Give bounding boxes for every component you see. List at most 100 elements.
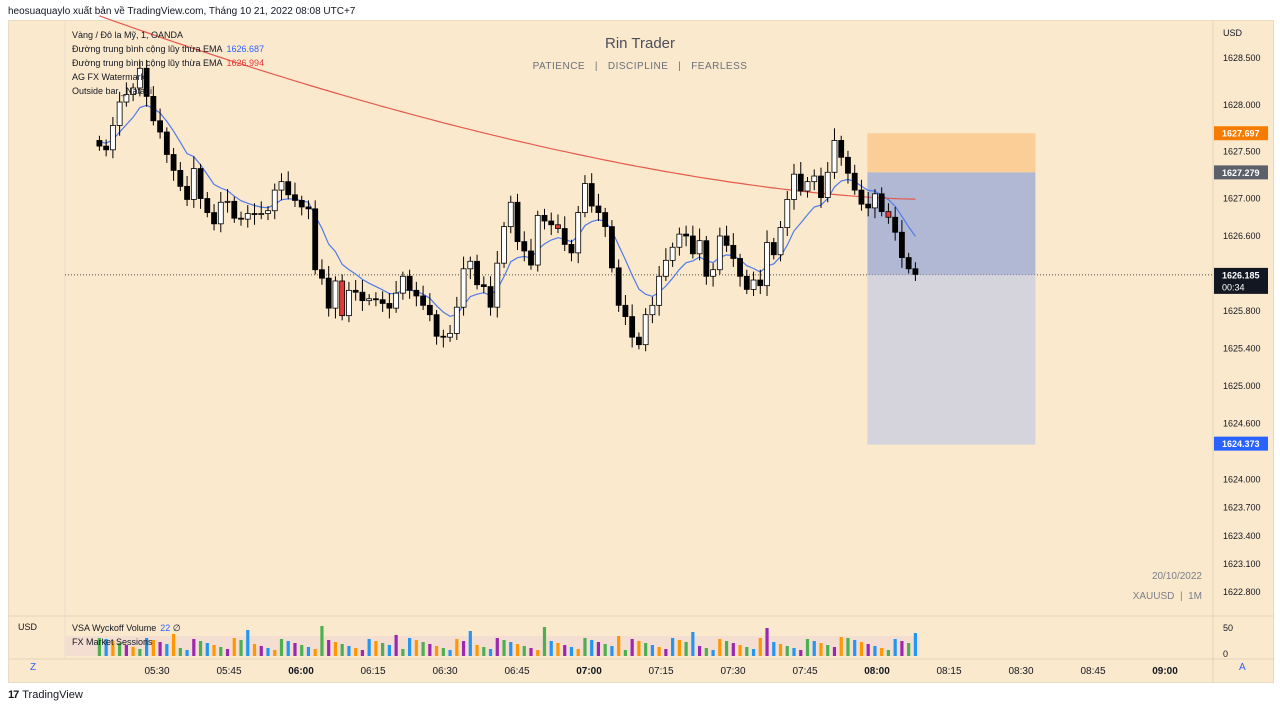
candle-body <box>379 299 386 304</box>
candle-body <box>912 268 919 275</box>
candle-body <box>878 193 885 213</box>
volume-bar <box>812 641 816 656</box>
volume-bar <box>536 650 540 656</box>
candle-body <box>130 87 137 95</box>
y-tick-label: 1622.800 <box>1223 587 1261 597</box>
volume-bar <box>246 630 250 656</box>
candle-body <box>851 172 858 191</box>
candle-body <box>514 201 521 243</box>
candle-body <box>420 295 427 306</box>
symbol-legend[interactable]: Vàng / Đô la Mỹ, 1, OANDA <box>72 30 184 40</box>
volume-bar <box>630 639 634 656</box>
footer: 17 TradingView <box>8 689 83 701</box>
volume-bar <box>697 646 702 656</box>
candle-body <box>251 213 258 215</box>
volume-bar <box>408 638 412 656</box>
candle-body <box>96 140 103 147</box>
candle-body <box>109 125 116 151</box>
volume-bar <box>475 645 479 656</box>
candle-body <box>467 260 474 270</box>
volume-bar <box>765 628 769 656</box>
volume-bar <box>340 644 344 656</box>
volume-bar <box>711 650 715 656</box>
last-price-text: 1626.185 <box>1222 270 1260 280</box>
volume-bar <box>583 638 587 656</box>
candle-body <box>609 226 615 269</box>
volume-bar <box>455 639 459 656</box>
profit-zone-remaining <box>867 274 1036 445</box>
volume-bar <box>664 649 668 656</box>
volume-bar <box>590 640 594 656</box>
ema-fast-legend[interactable]: Đường trung bình cộng lũy thừa EMA 1626.6… <box>72 44 265 54</box>
volume-bar <box>907 643 911 656</box>
candle-body <box>750 279 757 290</box>
price-badges: 1627.697 1627.279 1624.373 1626.185 00:34 <box>1214 126 1268 451</box>
volume-legend[interactable]: VSA Wyckoff Volume 22 ∅ FX Market Session… <box>72 623 181 647</box>
candle-body <box>649 304 656 316</box>
volume-bar <box>273 650 277 656</box>
watermark-indicator-legend[interactable]: AG FX Watermark <box>72 72 146 82</box>
volume-bar <box>158 642 162 656</box>
candle-body <box>325 277 332 309</box>
volume-bar <box>853 640 857 656</box>
candle-body <box>885 211 892 218</box>
candle-body <box>501 226 507 264</box>
volume-bar <box>401 649 405 656</box>
candle-body <box>366 298 373 302</box>
volume-bar <box>603 644 607 656</box>
volume-bar <box>104 639 108 656</box>
candle-body <box>460 268 467 308</box>
volume-bar <box>691 632 695 656</box>
y-tick-label: 1627.500 <box>1223 147 1261 157</box>
candle-body <box>453 306 460 334</box>
chart-frame[interactable] <box>8 20 1274 683</box>
volume-bar <box>866 644 870 656</box>
candle-body <box>791 173 797 200</box>
candle-body <box>494 262 501 308</box>
candle-body <box>905 257 912 270</box>
candle-body <box>136 67 143 89</box>
candle-body <box>811 175 818 183</box>
candle-body <box>689 235 696 255</box>
x-tick-label: 05:45 <box>216 666 241 677</box>
candle-body <box>217 201 224 225</box>
candle-body <box>622 304 629 317</box>
candle-body <box>595 205 602 213</box>
volume-bar <box>131 647 135 656</box>
candle-body <box>123 94 130 103</box>
volume-bar <box>596 642 601 656</box>
volume-bar <box>805 639 810 656</box>
y-tick-label: 1624.000 <box>1223 475 1261 485</box>
candle-body <box>899 231 905 258</box>
candle-body <box>258 213 265 215</box>
volume-bar <box>367 639 371 656</box>
vol-tick-label: 50 <box>1223 623 1233 633</box>
volume-bar <box>893 639 897 656</box>
watermark-title: Rin Trader <box>604 35 676 52</box>
volume-bar <box>212 645 216 656</box>
volume-bar <box>441 648 445 656</box>
auto-scale-button[interactable]: A <box>1239 662 1246 673</box>
volume-bar <box>650 645 654 656</box>
position-tool <box>867 133 1036 445</box>
chart-grid <box>9 21 1274 683</box>
candle-body <box>845 156 851 174</box>
candle-body <box>312 208 319 271</box>
timezone-button[interactable]: Z <box>30 662 37 673</box>
volume-bar <box>549 641 553 656</box>
volume-bar <box>145 638 149 656</box>
volume-currency: USD <box>18 622 38 632</box>
vsa-value: 22 <box>160 623 171 633</box>
candle-body <box>555 224 561 229</box>
candle-body <box>737 258 743 277</box>
candle-body <box>636 336 642 346</box>
candle-body <box>426 304 433 316</box>
ema-slow-legend[interactable]: Đường trung bình cộng lũy thừa EMA 1626.9… <box>72 58 265 68</box>
volume-bar <box>313 649 317 656</box>
volume-bar <box>387 645 391 656</box>
stop-price-badge <box>1214 126 1268 141</box>
outside-bar-legend[interactable]: Outside bar _NataLi <box>72 86 153 96</box>
volume-bar <box>97 638 101 656</box>
volume-bar <box>785 646 789 656</box>
